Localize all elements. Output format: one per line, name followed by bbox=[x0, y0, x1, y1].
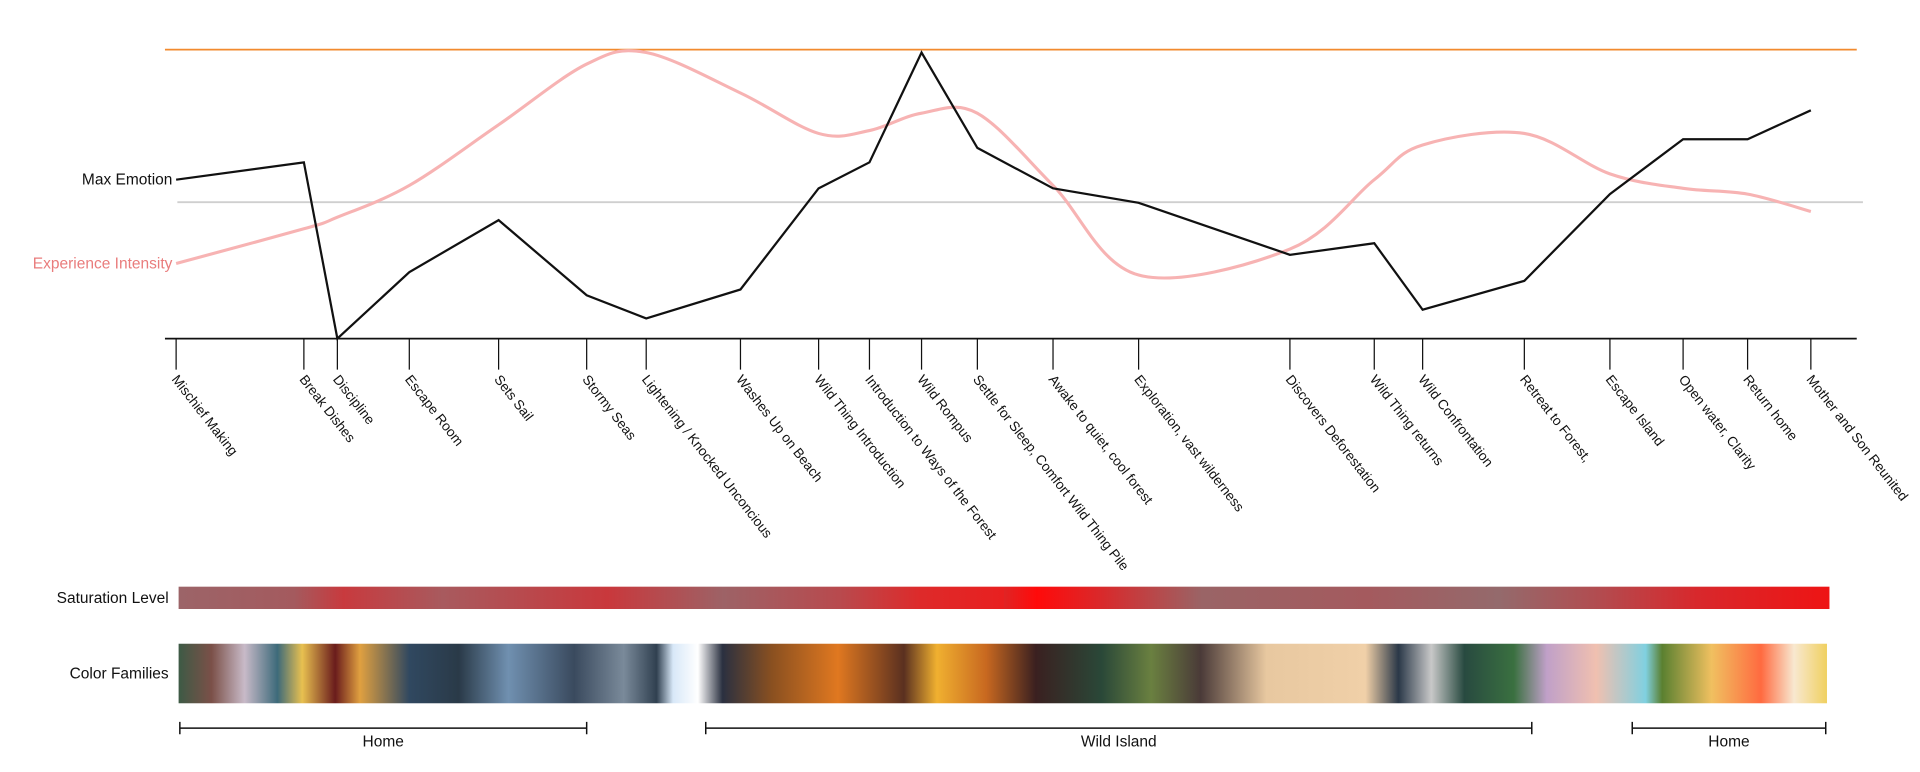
x-tick-label: Escape Island bbox=[1603, 372, 1668, 449]
section-bracket bbox=[704, 721, 1533, 735]
color-families-strip bbox=[178, 643, 1827, 704]
x-tick-label: Wild Thing Introduction bbox=[811, 372, 908, 491]
legend-label: Max Emotion bbox=[82, 172, 172, 189]
section-label: Home bbox=[1708, 734, 1749, 751]
section-label: Wild Island bbox=[1081, 734, 1157, 751]
section-bracket bbox=[179, 721, 588, 735]
series-line bbox=[175, 50, 1812, 341]
strip-label: Saturation Level bbox=[57, 590, 169, 607]
x-tick-label: Retreat to Forest, bbox=[1517, 372, 1594, 465]
x-tick-label: Discovers Deforestation bbox=[1283, 372, 1384, 495]
legend-label: Experience Intensity bbox=[33, 255, 173, 272]
x-tick-label: Settle for Sleep, Comfort Wild Thing Pil… bbox=[970, 372, 1132, 573]
series-line bbox=[175, 49, 1812, 280]
x-tick-label: Escape Room bbox=[402, 372, 467, 449]
saturation-strip bbox=[178, 586, 1830, 610]
x-tick-label: Washes Up on Beach bbox=[733, 372, 826, 485]
section-label: Home bbox=[363, 734, 404, 751]
x-tick-label: Stormy Seas bbox=[579, 372, 639, 443]
x-tick-label: Return home bbox=[1740, 372, 1800, 443]
x-tick-label: Mother and Son Reunited bbox=[1804, 372, 1911, 504]
x-tick-label: Sets Sail bbox=[491, 372, 536, 424]
section-bracket bbox=[1631, 721, 1827, 735]
x-tick-label: Mischief Making bbox=[169, 372, 241, 458]
strip-label: Color Families bbox=[70, 665, 169, 682]
